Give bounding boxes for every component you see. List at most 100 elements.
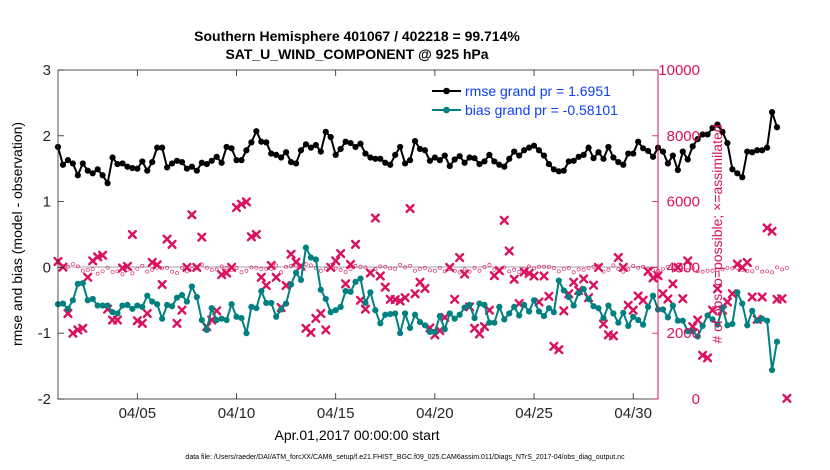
obs-possible-point (259, 267, 264, 271)
obs-possible-point (85, 268, 90, 272)
bias-point (268, 299, 275, 307)
rmse-point (203, 160, 210, 168)
bias-point (724, 322, 731, 329)
bias-point (560, 287, 567, 294)
obs-possible-point (214, 267, 219, 272)
obs-assimilated-point (663, 294, 673, 304)
rmse-point (426, 157, 434, 164)
rmse-point (114, 160, 121, 168)
obs-assimilated-point (321, 325, 331, 335)
rmse-point (402, 160, 409, 167)
obs-assimilated-point (197, 232, 207, 242)
bias-point (714, 321, 721, 328)
obs-assimilated-point (648, 273, 658, 283)
bias-point (406, 324, 414, 332)
rmse-point (600, 155, 607, 162)
rmse-point (387, 161, 394, 168)
y-tick-label: 2 (43, 128, 51, 145)
rmse-point (709, 124, 716, 132)
rmse-point (278, 154, 285, 161)
rmse-point (501, 163, 508, 170)
bias-point (763, 317, 771, 324)
obs-possible-point (586, 266, 591, 270)
bias-point (501, 316, 508, 323)
rmse-point (729, 166, 736, 173)
y2-axis-label: # of obs: o=possible; ×=assimilated (709, 124, 725, 343)
bias-point (198, 316, 205, 324)
obs-possible-point (254, 265, 259, 270)
bias-point (555, 277, 562, 284)
obs-assimilated-point (256, 272, 266, 282)
bias-point (773, 338, 781, 345)
obs-possible-point (284, 264, 288, 269)
bias-point (144, 292, 151, 299)
bias-point (238, 314, 245, 322)
rmse-point (253, 128, 260, 135)
obs-possible-point (338, 268, 343, 272)
bias-point (74, 280, 81, 287)
rmse-point (744, 148, 751, 155)
rmse-point (521, 147, 528, 154)
obs-possible-point (274, 263, 279, 268)
rmse-point (679, 148, 686, 155)
obs-possible-point (661, 266, 665, 271)
obs-assimilated-point (747, 292, 757, 302)
obs-possible-point (581, 267, 586, 272)
rmse-point (545, 160, 553, 168)
bias-point (248, 303, 255, 310)
obs-assimilated-point (236, 199, 247, 209)
obs-possible-point (537, 264, 541, 269)
bias-point (99, 302, 106, 309)
obs-assimilated-point (380, 282, 390, 292)
rmse-point (104, 180, 111, 187)
obs-possible-point (457, 270, 462, 275)
rmse-point (724, 139, 731, 147)
obs-assimilated-point (306, 327, 316, 338)
obs-possible-point (755, 265, 760, 270)
bias-point (258, 287, 265, 295)
obs-assimilated-point (479, 322, 490, 332)
bias-point (342, 287, 349, 295)
bias-point (436, 312, 443, 320)
obs-assimilated-point (598, 319, 609, 329)
obs-assimilated-point (271, 272, 281, 282)
chart-subtitle: SAT_U_WIND_COMPONENT @ 925 hPa (225, 46, 488, 62)
obs-possible-point (403, 265, 408, 270)
rmse-point (94, 166, 101, 173)
bias-point (233, 313, 240, 320)
bias-point (347, 288, 354, 295)
rmse-point (159, 144, 166, 151)
obs-possible-point (770, 270, 774, 275)
obs-assimilated-point (767, 226, 777, 236)
chart-title: Southern Hemisphere 401067 / 402218 = 99… (194, 28, 520, 44)
obs-possible-point (348, 267, 353, 271)
rmse-point (649, 153, 657, 160)
rmse-point (397, 143, 404, 151)
obs-assimilated-point (132, 316, 142, 326)
bias-point (476, 300, 483, 307)
obs-possible-point (378, 264, 383, 269)
rmse-point (258, 138, 265, 145)
obs-possible-point (145, 269, 150, 274)
obs-possible-point (353, 263, 358, 268)
x-tick-label: 04/30 (614, 405, 652, 422)
bias-point (600, 314, 607, 322)
rmse-point (193, 167, 200, 174)
obs-assimilated-point (742, 257, 752, 268)
rmse-point (109, 154, 116, 161)
bias-point (208, 305, 215, 312)
rmse-point (377, 155, 384, 162)
obs-possible-point (204, 265, 209, 270)
obs-possible-point (477, 268, 482, 273)
obs-possible-point (318, 268, 323, 273)
rmse-point (749, 149, 756, 156)
rmse-point (243, 147, 250, 154)
obs-assimilated-point (554, 345, 564, 355)
bias-point (605, 302, 612, 309)
obs-assimilated-point (226, 262, 237, 272)
obs-assimilated-point (668, 279, 678, 289)
obs-possible-point (611, 263, 616, 268)
rmse-point (317, 148, 324, 155)
obs-possible-point (408, 263, 412, 268)
bias-point (317, 286, 324, 293)
